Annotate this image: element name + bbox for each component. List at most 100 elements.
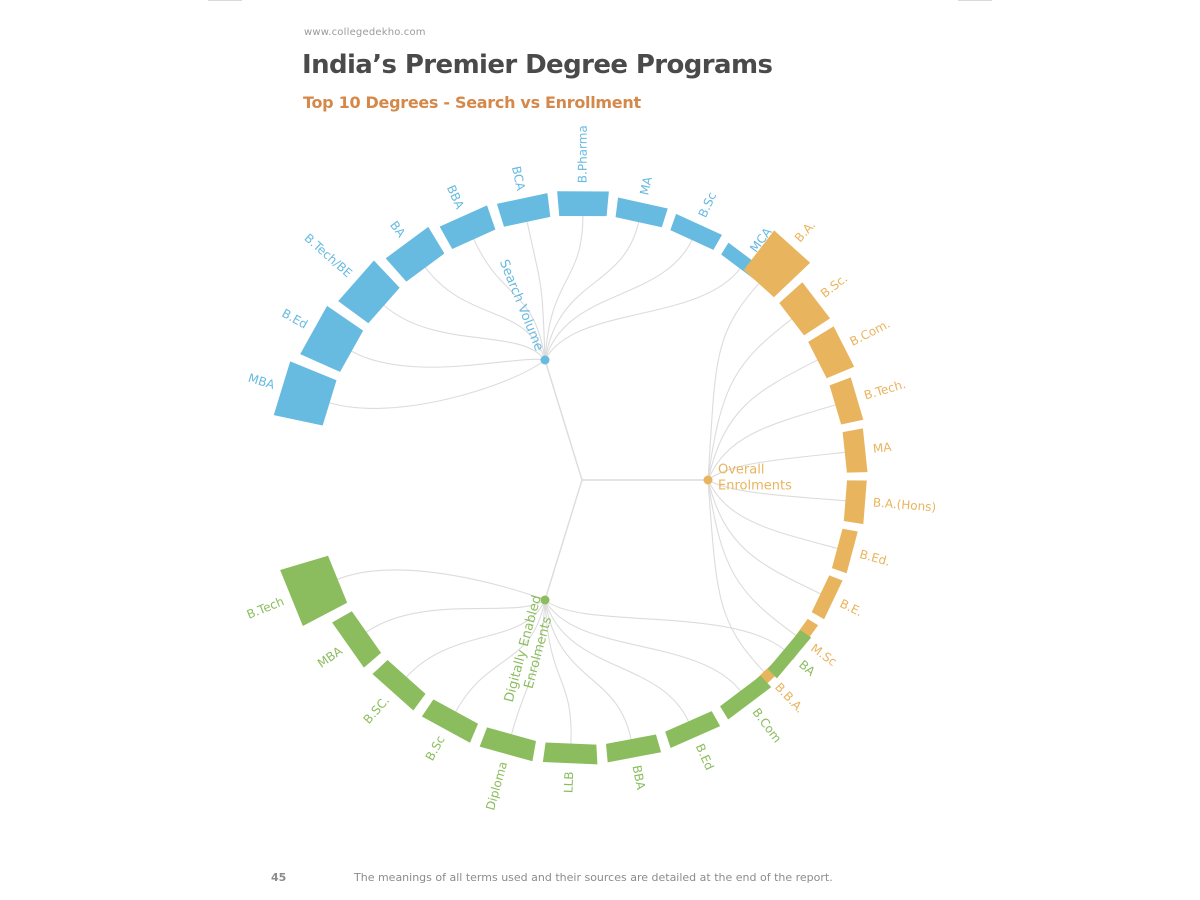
link-overall-enrolments-b-sc [707,318,793,481]
bar-digitally-enabled-enrolments-mba [332,611,382,668]
link-digitally-enabled-enrolments-b-ed [544,599,690,723]
bar-digitally-enabled-enrolments-b-tech [280,555,348,626]
bar-search-volume-b-pharma [557,191,609,217]
chart-subtitle: Top 10 Degrees - Search vs Enrollment [303,93,641,112]
label-overall-enrolments-b-sc: B.Sc. [818,271,850,300]
link-digitally-enabled-enrolments-ba [544,599,786,651]
node-search-volume [540,355,550,365]
bar-digitally-enabled-enrolments-ba [767,630,812,679]
bar-search-volume-b-sc [670,213,722,250]
link-digitally-enabled-enrolments-b-sc [405,599,546,679]
label-digitally-enabled-enrolments-b-sc: B.Sc [423,733,448,763]
label-overall-enrolments-b-ed: B.Ed. [858,547,892,569]
link-search-volume-mca [544,267,742,361]
label-search-volume-mba: MBA [247,371,277,392]
link-digitally-enabled-enrolments-bba [544,599,632,741]
label-digitally-enabled-enrolments-b-ed: B.Ed [693,742,717,773]
link-overall-enrolments-m-sc [707,479,797,637]
link-digitally-enabled-enrolments-b-tech [336,569,546,601]
label-overall-enrolments-b-a-hons: B.A.(Hons) [872,495,936,514]
link-search-volume-b-ed [350,350,546,368]
bar-digitally-enabled-enrolments-llb [542,742,598,765]
label-overall-enrolments-b-com: B.Com. [848,317,893,349]
bar-overall-enrolments-b-com [808,326,855,379]
label-digitally-enabled-enrolments-bba: BBA [630,764,648,792]
label-search-volume-bca: BCA [509,165,528,193]
link-overall-enrolments-ma [707,451,846,481]
link-digitally-enabled-enrolments-b-sc [454,599,546,713]
page-corner-mark-left [208,0,242,1]
bar-overall-enrolments-ma [842,428,868,473]
link-search-volume-ba [424,266,546,361]
bar-overall-enrolments-b-a-hons [843,480,867,525]
bar-digitally-enabled-enrolments-b-ed [665,711,721,748]
node-digitally-enabled-enrolments [540,595,550,605]
link-search-volume-b-sc [544,238,693,361]
label-search-volume-b-pharma: B.Pharma [576,125,590,183]
bar-search-volume-ba [385,226,445,282]
label-overall-enrolments-ma: MA [872,440,893,456]
link-search-volume-b-pharma [544,214,584,361]
site-url: www.collegedekho.com [304,27,426,38]
link-overall-enrolments-b-a [707,282,760,481]
label-digitally-enabled-enrolments-ba: BA [796,657,818,679]
link-search-volume-ma [544,221,640,361]
links-layer [328,214,847,745]
label-digitally-enabled-enrolments-b-tech: B.Tech [245,594,286,622]
link-overall-enrolments-b-com [707,359,819,481]
group-label-overall-enrolments: Overall Enrolments [718,463,792,494]
footer-note: The meanings of all terms used and their… [354,871,833,884]
label-digitally-enabled-enrolments-b-sc: B.SC. [361,693,393,726]
bar-digitally-enabled-enrolments-bba [606,734,662,763]
label-overall-enrolments-b-tech: B.Tech. [862,377,907,403]
bar-search-volume-b-ed [300,305,364,372]
bar-digitally-enabled-enrolments-diploma [479,727,536,762]
label-search-volume-b-ed: B.Ed [279,306,310,332]
bar-overall-enrolments-b-a [743,230,811,298]
label-overall-enrolments-b-b-a: B.B.A. [772,680,807,716]
link-overall-enrolments-b-ed [707,479,839,550]
link-overall-enrolments-b-b-a [707,479,765,673]
hub-link-digitally-enabled-enrolments [544,479,583,601]
link-overall-enrolments-b-e [707,479,822,595]
label-search-volume-ba: BA [387,218,408,240]
bar-overall-enrolments-b-e [811,575,843,620]
link-search-volume-bca [526,220,546,361]
hub-link-search-volume [544,359,583,481]
link-search-volume-bba [472,238,546,361]
label-search-volume-ma: MA [637,175,655,197]
bar-search-volume-ma [615,197,668,228]
link-digitally-enabled-enrolments-mba [365,599,546,634]
link-digitally-enabled-enrolments-diploma [510,599,546,736]
label-digitally-enabled-enrolments-diploma: Diploma [483,760,510,812]
node-overall-enrolments [703,475,713,485]
link-digitally-enabled-enrolments-llb [544,599,572,745]
bar-overall-enrolments-b-sc [779,282,831,336]
link-digitally-enabled-enrolments-b-com [544,599,742,693]
page-corner-mark-right [958,0,992,1]
page-number: 45 [271,871,287,884]
label-overall-enrolments-b-a: B.A. [792,218,818,245]
bars-layer [273,191,868,765]
label-overall-enrolments-b-e: B.E. [838,596,865,619]
page-title: India’s Premier Degree Programs [302,50,773,80]
bar-digitally-enabled-enrolments-b-com [720,675,772,720]
bar-search-volume-bba [439,205,496,249]
link-overall-enrolments-b-a-hons [707,479,847,502]
bar-digitally-enabled-enrolments-b-sc [421,699,479,743]
bar-search-volume-bca [496,193,551,227]
label-digitally-enabled-enrolments-llb: LLB [561,771,576,793]
label-digitally-enabled-enrolments-mba: MBA [315,643,346,670]
bar-overall-enrolments-b-ed [831,528,858,574]
label-search-volume-bba: BBA [444,183,467,212]
bar-search-volume-mba [273,361,337,426]
link-overall-enrolments-b-tech [707,404,837,481]
label-digitally-enabled-enrolments-b-com: B.Com [749,705,784,745]
link-search-volume-b-tech-be [382,304,546,361]
label-search-volume-b-sc: B.Sc [696,190,720,220]
label-search-volume-b-tech-be: B.Tech/BE [302,231,355,280]
bar-search-volume-b-tech-be [338,260,400,324]
group-label-search-volume: Search Volume [496,258,546,354]
